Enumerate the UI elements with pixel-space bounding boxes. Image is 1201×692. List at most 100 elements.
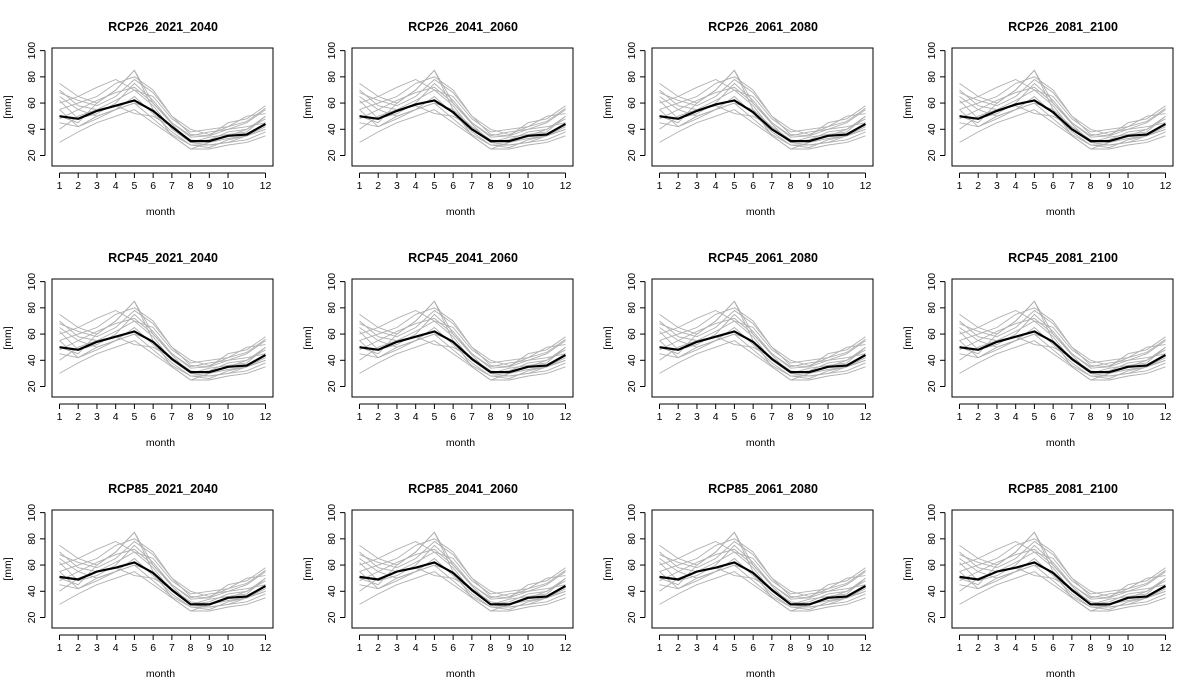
chart-panel-rcp26_2021_2040: RCP26_2021_2040 1 2 3 4 5 6 7 8 9 10 12 20 40 60 80 100 m… bbox=[0, 0, 300, 230]
ensemble-series-line bbox=[359, 336, 566, 374]
y-tick-label: 40 bbox=[326, 354, 338, 366]
mean-series-line bbox=[959, 330, 1167, 374]
x-tick-label: 8 bbox=[788, 642, 794, 654]
ensemble-series-line bbox=[659, 540, 866, 597]
y-tick-label: 40 bbox=[26, 585, 38, 597]
y-tick-label: 20 bbox=[26, 381, 38, 393]
ensemble-series-line bbox=[59, 313, 266, 369]
y-tick-label: 100 bbox=[326, 42, 338, 60]
x-tick-label: 7 bbox=[469, 642, 475, 654]
x-axis-label: month bbox=[146, 668, 175, 680]
y-tick-label: 100 bbox=[926, 504, 938, 522]
chart-panel-rcp85_2041_2060: RCP85_2041_2060 1 2 3 4 5 6 7 8 9 10 12 20 40 60 80 100 m… bbox=[300, 462, 600, 692]
ensemble-series-line bbox=[359, 538, 566, 599]
ensemble-series-line bbox=[659, 89, 866, 133]
ensemble-series-line bbox=[959, 78, 1166, 135]
ensemble-series-line bbox=[59, 109, 266, 150]
x-tick-label: 5 bbox=[1031, 411, 1037, 423]
x-tick-label: 6 bbox=[1050, 642, 1056, 654]
x-tick-label: 9 bbox=[1106, 411, 1112, 423]
chart-panel-rcp45_2061_2080: RCP45_2061_2080 1 2 3 4 5 6 7 8 9 10 12 20 40 60 80 100 m… bbox=[600, 231, 900, 461]
ensemble-series-line bbox=[359, 82, 566, 138]
ensemble-series-line bbox=[659, 109, 866, 150]
y-tick-label: 20 bbox=[26, 612, 38, 624]
x-tick-label: 10 bbox=[522, 180, 534, 192]
x-tick-label: 5 bbox=[131, 411, 137, 423]
chart-title: RCP26_2081_2100 bbox=[1008, 20, 1118, 34]
x-tick-label: 9 bbox=[1106, 642, 1112, 654]
y-tick-label: 40 bbox=[926, 354, 938, 366]
x-axis-label: month bbox=[746, 206, 775, 218]
ensemble-series-line bbox=[959, 564, 1166, 611]
chart-panel-rcp85_2021_2040: RCP85_2021_2040 1 2 3 4 5 6 7 8 9 10 12 20 40 60 80 100 m… bbox=[0, 462, 300, 692]
x-tick-label: 10 bbox=[522, 411, 534, 423]
x-tick-label: 10 bbox=[822, 180, 834, 192]
x-tick-label: 4 bbox=[413, 642, 419, 654]
y-tick-label: 60 bbox=[26, 328, 38, 340]
x-tick-label: 12 bbox=[260, 642, 272, 654]
x-tick-label: 8 bbox=[488, 180, 494, 192]
x-tick-label: 8 bbox=[1088, 180, 1094, 192]
mean-series-line bbox=[359, 99, 567, 143]
ensemble-series-line bbox=[59, 76, 266, 137]
ensemble-series-line bbox=[359, 544, 566, 600]
x-tick-label: 7 bbox=[469, 411, 475, 423]
y-tick-label: 100 bbox=[326, 504, 338, 522]
x-tick-label: 4 bbox=[413, 180, 419, 192]
plot-frame bbox=[951, 509, 1174, 629]
x-tick-label: 5 bbox=[731, 642, 737, 654]
x-tick-label: 6 bbox=[150, 411, 156, 423]
x-tick-label: 6 bbox=[750, 411, 756, 423]
mean-series-line bbox=[59, 561, 267, 606]
x-tick-label: 2 bbox=[375, 180, 381, 192]
y-axis-label: [mm] bbox=[902, 326, 914, 349]
chart-panel-rcp45_2081_2100: RCP45_2081_2100 1 2 3 4 5 6 7 8 9 10 12 20 40 60 80 100 m… bbox=[900, 231, 1200, 461]
ensemble-series-line bbox=[59, 541, 266, 605]
y-axis-label: [mm] bbox=[302, 95, 314, 118]
ensemble-series-line bbox=[59, 538, 266, 599]
ensemble-series-line bbox=[959, 320, 1166, 364]
ensemble-series-line bbox=[359, 340, 566, 381]
chart-title: RCP85_2041_2060 bbox=[408, 482, 518, 496]
y-axis-label: [mm] bbox=[602, 95, 614, 118]
chart-title: RCP26_2021_2040 bbox=[108, 20, 218, 34]
ensemble-series-line bbox=[359, 317, 566, 374]
y-axis-label: [mm] bbox=[302, 326, 314, 349]
x-tick-label: 2 bbox=[375, 642, 381, 654]
y-tick-label: 80 bbox=[26, 302, 38, 314]
ensemble-series-line bbox=[959, 551, 1166, 595]
x-tick-label: 12 bbox=[560, 180, 572, 192]
ensemble-series-line bbox=[959, 333, 1166, 380]
y-tick-label: 80 bbox=[26, 71, 38, 83]
x-tick-label: 2 bbox=[75, 642, 81, 654]
ensemble-series-line bbox=[359, 86, 566, 143]
x-tick-label: 8 bbox=[788, 411, 794, 423]
y-axis-label: [mm] bbox=[902, 95, 914, 118]
ensemble-series-line bbox=[359, 540, 566, 597]
x-tick-label: 5 bbox=[431, 642, 437, 654]
y-tick-label: 60 bbox=[626, 97, 638, 109]
plot-frame bbox=[951, 278, 1174, 398]
y-tick-label: 20 bbox=[926, 150, 938, 162]
mean-series-line bbox=[959, 99, 1167, 143]
ensemble-series-line bbox=[659, 551, 866, 595]
y-axis-label: [mm] bbox=[602, 326, 614, 349]
x-tick-label: 4 bbox=[113, 642, 119, 654]
ensemble-series-line bbox=[659, 79, 866, 143]
x-tick-label: 4 bbox=[1013, 411, 1019, 423]
x-tick-label: 9 bbox=[806, 411, 812, 423]
x-tick-label: 7 bbox=[769, 642, 775, 654]
x-tick-label: 6 bbox=[450, 411, 456, 423]
x-tick-label: 1 bbox=[657, 642, 663, 654]
ensemble-series-line bbox=[359, 310, 566, 374]
y-tick-label: 80 bbox=[26, 533, 38, 545]
ensemble-series-line bbox=[359, 571, 566, 612]
ensemble-series-line bbox=[659, 307, 866, 368]
y-tick-label: 100 bbox=[26, 273, 38, 291]
y-tick-label: 20 bbox=[326, 150, 338, 162]
x-axis-label: month bbox=[1046, 437, 1075, 449]
